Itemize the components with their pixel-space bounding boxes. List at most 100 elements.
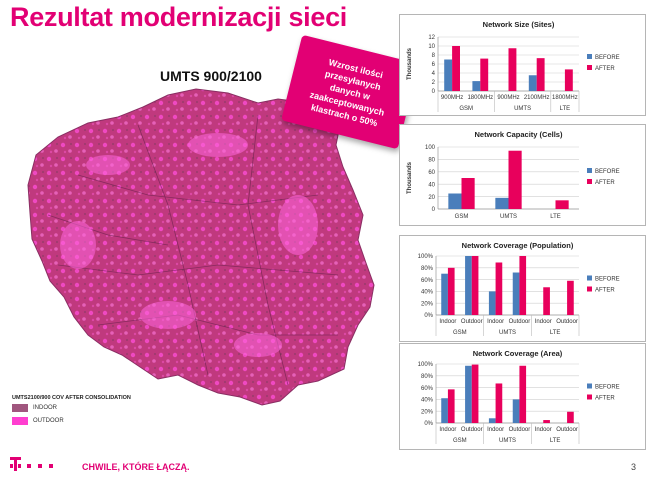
y-tick-label: 0% xyxy=(424,421,433,427)
x-tick-label: Outdoor xyxy=(556,427,578,433)
outdoor-swatch xyxy=(12,417,28,425)
y-tick-label: 20% xyxy=(421,301,434,307)
legend-label: BEFORE xyxy=(595,55,620,61)
telekom-logo-icon xyxy=(10,457,53,471)
y-tick-label: 100% xyxy=(418,362,434,368)
x-group-label: LTE xyxy=(550,330,561,336)
x-tick-label: Outdoor xyxy=(461,319,483,325)
map-legend: UMTS2100/900 COV AFTER CONSOLIDATION IND… xyxy=(12,395,131,430)
y-tick-label: 60% xyxy=(421,386,434,392)
bar-after xyxy=(452,46,460,91)
bar-before xyxy=(495,197,509,209)
x-tick-label: Indoor xyxy=(535,427,552,433)
chart-coverage-area-svg: Network Coverage (Area) 0% 20% 40% 60% 80% 100… xyxy=(418,349,620,444)
bar-before xyxy=(465,365,472,423)
map-title: UMTS 900/2100 xyxy=(160,68,262,84)
legend-swatch xyxy=(587,54,592,59)
page-number: 3 xyxy=(630,462,636,472)
legend-label: BEFORE xyxy=(595,385,620,391)
y-tick-label: 6 xyxy=(432,62,436,68)
bar-after xyxy=(447,267,455,315)
bar-after xyxy=(508,150,522,209)
bar-after xyxy=(471,256,479,315)
bar-after xyxy=(447,389,455,423)
y-tick-label: 20 xyxy=(428,195,435,201)
y-tick-label: 20% xyxy=(421,409,434,415)
x-tick-label: 1800MHz xyxy=(467,95,493,101)
y-tick-label: 100% xyxy=(418,254,434,260)
y-tick-label: 80% xyxy=(421,266,434,272)
chart-title: Network Coverage (Area) xyxy=(473,349,563,358)
x-tick-label: 2100MHz xyxy=(524,95,550,101)
y-tick-label: 10 xyxy=(428,44,435,50)
x-tick-label: Indoor xyxy=(535,319,552,325)
bar-before xyxy=(488,418,496,423)
x-group-label: LTE xyxy=(550,438,561,444)
bar-after xyxy=(543,420,550,423)
y-tick-label: 80 xyxy=(428,158,435,164)
x-group-label: GSM xyxy=(459,106,473,112)
legend-swatch xyxy=(587,275,592,281)
map-legend-title: UMTS2100/900 COV AFTER CONSOLIDATION xyxy=(12,395,131,401)
x-tick-label: Indoor xyxy=(487,427,504,433)
map-legend-label-indoor: INDOOR xyxy=(33,405,57,411)
x-tick-label: Outdoor xyxy=(556,319,578,325)
coverage-blobs xyxy=(60,133,318,357)
bar-after xyxy=(555,200,569,209)
slogan: CHWILE, KTÓRE ŁĄCZĄ. xyxy=(82,462,190,472)
legend-swatch xyxy=(587,168,592,173)
x-tick-label: 900MHz xyxy=(441,95,463,101)
x-tick-label: UMTS xyxy=(500,214,517,220)
chart-title: Network Coverage (Population) xyxy=(462,241,574,250)
y-tick-label: 12 xyxy=(428,35,435,41)
legend-swatch xyxy=(587,286,592,292)
chart-network-size-svg: Network Size (Sites) 0 2 4 6 8 10 12 Thousands 90… xyxy=(407,20,620,112)
chart-title: Network Capacity (Cells) xyxy=(475,130,563,139)
legend-label: AFTER xyxy=(595,288,615,294)
bar-after xyxy=(564,69,573,91)
y-tick-label: 0 xyxy=(432,207,436,213)
y-tick-label: 0 xyxy=(432,89,436,95)
bar-after xyxy=(471,364,479,423)
bar-before xyxy=(444,59,453,91)
chart-network-size: Network Size (Sites) 0 2 4 6 8 10 12 Thousands 90… xyxy=(399,14,646,116)
x-group-label: GSM xyxy=(453,330,467,336)
legend-label: BEFORE xyxy=(595,169,620,175)
x-tick-label: Indoor xyxy=(487,319,504,325)
x-tick-label: 900MHz xyxy=(497,95,519,101)
x-tick-label: Outdoor xyxy=(461,427,483,433)
y-tick-label: 100 xyxy=(425,145,436,151)
x-tick-label: Outdoor xyxy=(509,319,531,325)
bar-after xyxy=(480,58,489,91)
chart-network-capacity: Network Capacity (Cells) 0 20 40 60 80 100 Thou… xyxy=(399,124,646,226)
legend-swatch xyxy=(587,394,592,400)
x-group-label: GSM xyxy=(453,438,467,444)
y-tick-label: 40 xyxy=(428,182,435,188)
legend-label: AFTER xyxy=(595,396,615,402)
indoor-swatch xyxy=(12,404,28,412)
bar-before xyxy=(465,256,472,315)
bar-after xyxy=(508,48,517,91)
chart-network-capacity-svg: Network Capacity (Cells) 0 20 40 60 80 100 Thou… xyxy=(407,130,620,220)
y-axis-label: Thousands xyxy=(407,47,413,80)
bar-before xyxy=(448,193,462,209)
x-tick-label: GSM xyxy=(455,214,469,220)
bar-after xyxy=(567,280,574,315)
x-group-label: LTE xyxy=(560,106,571,112)
y-tick-label: 4 xyxy=(432,71,436,77)
bar-before xyxy=(441,273,448,315)
bar-before xyxy=(488,291,496,315)
bar-after xyxy=(495,262,503,315)
legend-label: BEFORE xyxy=(595,277,620,283)
bar-before xyxy=(512,399,520,423)
y-tick-label: 40% xyxy=(421,398,434,404)
y-tick-label: 8 xyxy=(432,53,436,59)
x-group-label: UMTS xyxy=(514,106,531,112)
y-tick-label: 2 xyxy=(432,80,436,86)
bar-after xyxy=(519,365,527,423)
y-tick-label: 40% xyxy=(421,290,434,296)
poland-coverage-map xyxy=(27,88,375,406)
map-legend-label-outdoor: OUTDOOR xyxy=(33,418,64,424)
y-tick-label: 60% xyxy=(421,278,434,284)
bar-before xyxy=(512,272,520,315)
